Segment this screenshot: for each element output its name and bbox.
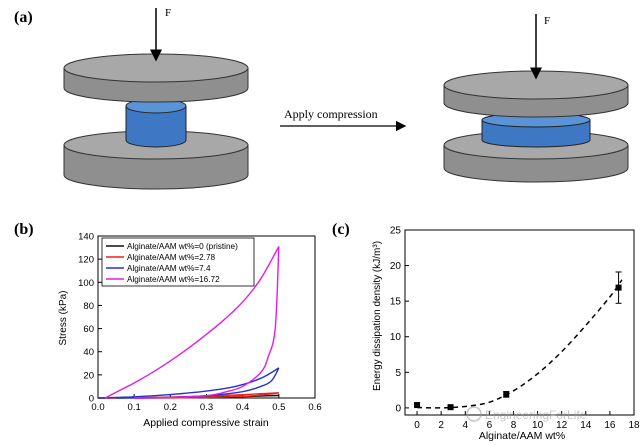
chart-b-xtick-label: 0.4 — [236, 402, 249, 413]
chart-c-xtick-label: 14 — [580, 420, 592, 431]
chart-b-ylabel: Stress (kPa) — [58, 290, 69, 345]
chart-b-ytick-label: 80 — [83, 301, 94, 312]
chart-b-ytick-label: 40 — [83, 347, 94, 358]
chart-b-xtick-label: 0.3 — [200, 402, 213, 413]
chart-b-xtick-label: 0.1 — [128, 402, 141, 413]
left-gel-sample — [125, 105, 187, 148]
chart-c-xlabel: Alginate/AAM wt% — [479, 430, 565, 442]
chart-b-legend-label: Alginate/AAM wt%=0 (pristine) — [127, 242, 238, 251]
chart-b-xtick-label: 0.5 — [272, 402, 285, 413]
chart-b-ytick-label: 100 — [78, 278, 94, 289]
chart-b-series-loading — [97, 367, 280, 399]
energy-dissipation-chart: 0 2 4 6 8 10 12 14 16 18 0 5 10 15 20 25 — [390, 226, 640, 432]
chart-b-ytick-label: 120 — [78, 255, 94, 266]
panel-c-label: (c) — [332, 221, 350, 238]
chart-b-series-unloading — [134, 246, 280, 399]
chart-b-legend-label: Alginate/AAM wt%=16.72 — [127, 275, 220, 284]
chart-c-ytick-label: 0 — [395, 403, 401, 414]
chart-b-legend-box — [101, 237, 255, 287]
chart-c-frame — [404, 229, 635, 416]
chart-b-ytick-label: 60 — [83, 324, 94, 335]
chart-b-ytick-label: 140 — [78, 232, 94, 243]
watermark: EngineeringForLife — [466, 406, 587, 422]
chart-b-legend-label: Alginate/AAM wt%=2.78 — [127, 253, 216, 262]
chart-b-xtick-label: 0.2 — [164, 402, 177, 413]
right-press: F — [443, 14, 629, 183]
chart-c-point — [503, 391, 510, 398]
chart-b-xtick-label: 0.0 — [91, 402, 104, 413]
chart-c-point — [414, 402, 421, 409]
chart-c-point — [447, 404, 454, 411]
chart-b-xtick-label: 0.6 — [308, 402, 321, 413]
chart-c-xtick-label: 0 — [414, 420, 420, 431]
panel-a-label: (a) — [14, 9, 33, 26]
chart-c-ytick-label: 15 — [390, 297, 402, 308]
watermark-logo-icon — [466, 406, 482, 422]
chart-c-xtick-label: 2 — [438, 420, 444, 431]
stress-strain-chart: 0.0 0.1 0.2 0.3 0.4 0.5 0.6 0 20 40 60 80 100 120 140 A… — [78, 232, 321, 414]
chart-c-ylabel: Energy dissipation density (kJ/m³) — [372, 241, 383, 391]
chart-c-xtick-label: 10 — [532, 420, 544, 431]
chart-c-xtick-label: 18 — [628, 420, 640, 431]
chart-b-ytick-label: 0 — [89, 394, 94, 405]
right-force-label: F — [544, 15, 550, 27]
chart-b-legend-label: Alginate/AAM wt%=7.4 — [127, 264, 211, 273]
watermark-text: EngineeringForLife — [485, 408, 587, 422]
chart-c-xtick-label: 4 — [462, 420, 468, 431]
panel-b-label: (b) — [14, 221, 34, 238]
chart-c-ytick-label: 10 — [390, 332, 402, 343]
chart-c-ytick-label: 5 — [395, 368, 401, 379]
chart-b-xlabel: Applied compressive strain — [143, 417, 269, 429]
chart-c-fit-curve — [417, 279, 623, 409]
chart-c-xtick-label: 6 — [487, 420, 493, 431]
chart-c-ytick-label: 20 — [390, 261, 402, 272]
left-force-label: F — [165, 7, 171, 19]
chart-b-ytick-label: 20 — [83, 370, 94, 381]
right-gel-sample — [481, 119, 591, 148]
chart-c-ytick-label: 25 — [390, 226, 402, 237]
chart-b-legend: Alginate/AAM wt%=0 (pristine) Alginate/AA… — [101, 237, 255, 287]
compression-arrow-label: Apply compression — [284, 107, 378, 121]
left-press: F — [63, 7, 249, 190]
chart-c-point — [615, 284, 622, 291]
chart-c-xtick-label: 12 — [556, 420, 568, 431]
chart-c-xtick-label: 8 — [511, 420, 517, 431]
chart-c-xtick-label: 16 — [604, 420, 616, 431]
chart-b-series-loading — [104, 246, 280, 399]
